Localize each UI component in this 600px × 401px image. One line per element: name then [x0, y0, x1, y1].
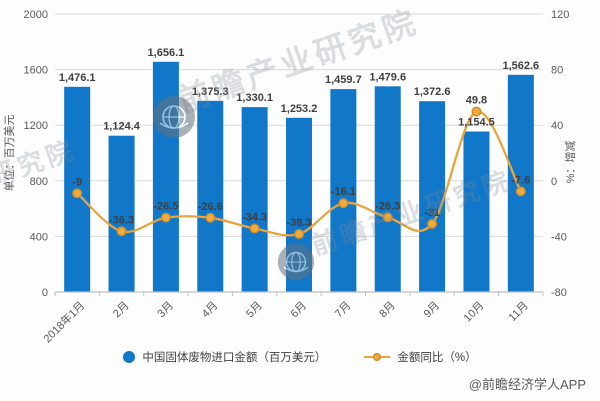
axis-tick-labels: 0 400 800 1200 1600 2000 -80 -40 0 40 80 120 [24, 9, 570, 299]
left-axis-tick-label: 1600 [24, 65, 48, 77]
line-marker [338, 198, 349, 209]
bar [330, 89, 357, 292]
legend: 中国固体废物进口金额（百万美元） 金额同比（%） [0, 349, 600, 365]
bar [374, 86, 401, 292]
bar-value-label: 1,124.4 [103, 121, 141, 133]
data-labels: 1,476.1 1,124.4 1,656.1 1,375.3 1,330.1 1,253… [59, 47, 539, 229]
left-axis-tick-label: 400 [30, 231, 48, 243]
line-series [72, 106, 526, 240]
bar-value-label: 1,656.1 [148, 47, 185, 59]
line-value-label: -26.6 [198, 201, 223, 213]
right-axis-tick-label: 0 [551, 176, 557, 188]
bar [507, 74, 534, 292]
line-value-label: -36.3 [109, 214, 134, 226]
bar [241, 107, 268, 293]
bar-value-label: 1,479.6 [369, 71, 406, 83]
left-axis-tick-label: 0 [42, 287, 48, 299]
line-value-label: 49.8 [466, 95, 487, 107]
x-axis-category-label: 5月 [244, 300, 265, 321]
line-value-label: -26.5 [153, 201, 178, 213]
left-axis-tick-label: 1200 [24, 120, 48, 132]
line-marker [72, 188, 83, 199]
line-marker [427, 218, 438, 229]
line-value-label: -16.1 [331, 186, 356, 198]
x-axis-category-label: 3月 [155, 300, 176, 321]
left-axis-tick-label: 800 [30, 176, 48, 188]
right-axis-title: %：增减 [563, 141, 577, 184]
left-axis-title: 单位：百万美元 [2, 115, 16, 192]
line-marker [249, 223, 260, 234]
legend-bar-marker-icon [123, 351, 136, 363]
x-axis-category-label: 9月 [422, 300, 443, 321]
left-axis-tick-label: 2000 [24, 9, 48, 21]
right-axis-tick-label: 80 [551, 65, 563, 77]
right-axis-tick-label: 40 [551, 120, 563, 132]
x-axis: 2018年1月 2月 3月 4月 5月 6月 7月 8月 9月 10月 11月 [40, 291, 544, 345]
source-credit: @前瞻经济学人APP [468, 377, 586, 392]
line-marker [294, 229, 305, 240]
legend-item-yoy: 金额同比（%） [364, 349, 477, 365]
right-axis-tick-label: -80 [551, 287, 567, 299]
bar-value-label: 1,253.2 [281, 103, 318, 115]
x-axis-category-label: 2018年1月 [40, 298, 87, 345]
x-axis-category-label: 6月 [289, 300, 310, 321]
x-axis-category-label: 8月 [377, 300, 398, 321]
line-value-label: -9 [72, 176, 82, 188]
bar-value-label: 1,562.6 [502, 60, 539, 72]
bar-value-label: 1,154.5 [458, 117, 495, 129]
line-value-label: -7.6 [511, 174, 530, 186]
bar [419, 101, 446, 292]
line-marker [515, 186, 526, 197]
line-marker [382, 212, 393, 223]
legend-label: 中国固体废物进口金额（百万美元） [142, 352, 327, 364]
x-axis-category-label: 10月 [462, 300, 487, 325]
line-path [76, 110, 522, 237]
combo-chart: 2018年1月 2月 3月 4月 5月 6月 7月 8月 9月 10月 11月 0400800120… [2, 9, 577, 345]
line-value-label: -31 [424, 207, 440, 219]
bar [463, 131, 490, 292]
bar [108, 135, 135, 292]
bar [286, 117, 312, 292]
bar-value-label: 1,330.1 [236, 92, 273, 104]
bar [152, 61, 179, 293]
bar-series [64, 61, 534, 293]
line-value-label: -34.3 [242, 211, 267, 223]
x-axis-category-label: 7月 [333, 300, 354, 321]
bar-value-label: 1,375.3 [192, 86, 229, 98]
legend-line-marker-icon [364, 351, 391, 363]
bar-value-label: 1,459.7 [325, 74, 362, 86]
bar-value-label: 1,372.6 [414, 86, 451, 98]
right-axis-tick-label: -40 [551, 231, 567, 243]
x-axis-category-label: 11月 [507, 300, 531, 324]
line-value-label: -38.3 [286, 217, 311, 229]
x-axis-category-label: 4月 [200, 300, 221, 321]
legend-item-import-value: 中国固体废物进口金额（百万美元） [123, 349, 326, 365]
line-value-label: -26.3 [375, 200, 400, 212]
line-marker [205, 212, 216, 223]
x-axis-category-label: 2月 [111, 300, 132, 321]
line-marker [471, 106, 482, 117]
right-axis-tick-label: 120 [551, 9, 569, 21]
line-marker [160, 212, 171, 223]
line-marker [116, 226, 127, 237]
bar [197, 100, 224, 292]
bar-value-label: 1,476.1 [59, 72, 96, 84]
legend-label: 金额同比（%） [397, 352, 477, 364]
